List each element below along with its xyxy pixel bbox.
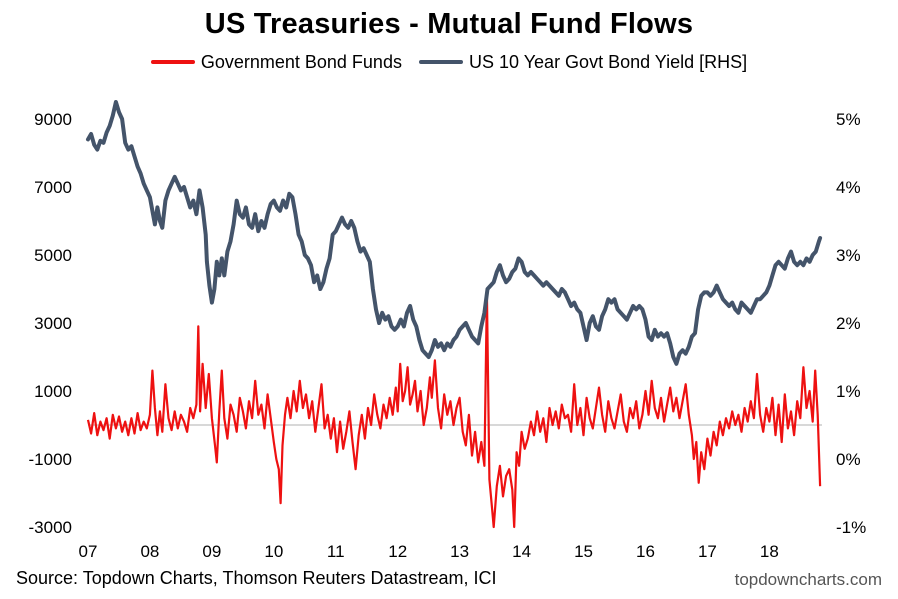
x-tick-label: 15 <box>574 542 593 561</box>
legend-item-government-bond-funds: Government Bond Funds <box>150 51 402 73</box>
x-tick-label: 14 <box>512 542 531 561</box>
x-tick-label: 18 <box>760 542 779 561</box>
right-tick-label: 2% <box>836 314 861 333</box>
legend-item-us-10-year-yield: US 10 Year Govt Bond Yield [RHS] <box>418 51 748 73</box>
legend-swatch-government-bond-funds <box>150 60 195 64</box>
x-axis-ticks: 07 08 09 10 11 12 13 14 15 16 17 18 <box>79 542 779 561</box>
legend-label-government-bond-funds: Government Bond Funds <box>200 51 402 72</box>
left-tick-label: 5000 <box>34 246 72 265</box>
right-axis-ticks: 5% 4% 3% 2% 1% 0% -1% <box>836 110 866 537</box>
legend-swatch-us-10-year-yield <box>418 60 463 64</box>
legend: Government Bond Funds US 10 Year Govt Bo… <box>0 48 898 73</box>
series-line-us-10-year-yield <box>86 100 823 366</box>
series-line-government-bond-funds <box>86 291 822 529</box>
left-tick-label: 1000 <box>34 382 72 401</box>
legend-label-us-10-year-yield: US 10 Year Govt Bond Yield [RHS] <box>468 51 748 72</box>
right-tick-label: 4% <box>836 178 861 197</box>
watermark: topdowncharts.com <box>734 570 882 589</box>
x-tick-label: 09 <box>202 542 221 561</box>
right-tick-label: 0% <box>836 450 861 469</box>
x-tick-label: 07 <box>79 542 98 561</box>
right-tick-label: 1% <box>836 382 861 401</box>
left-tick-label: -1000 <box>29 450 72 469</box>
x-tick-label: 10 <box>264 542 283 561</box>
x-tick-label: 13 <box>450 542 469 561</box>
left-tick-label: 3000 <box>34 314 72 333</box>
left-axis-ticks: 9000 7000 5000 3000 1000 -1000 -3000 <box>29 110 72 537</box>
right-tick-label: 5% <box>836 110 861 129</box>
right-tick-label: -1% <box>836 518 866 537</box>
x-tick-label: 11 <box>327 542 345 561</box>
right-tick-label: 3% <box>836 246 861 265</box>
x-tick-label: 16 <box>636 542 655 561</box>
chart-title: US Treasuries - Mutual Fund Flows <box>204 8 694 40</box>
left-tick-label: -3000 <box>29 518 72 537</box>
x-tick-label: 17 <box>698 542 717 561</box>
left-tick-label: 9000 <box>34 110 72 129</box>
x-tick-label: 12 <box>388 542 407 561</box>
left-tick-label: 7000 <box>34 178 72 197</box>
source-note: Source: Topdown Charts, Thomson Reuters … <box>16 568 497 588</box>
x-tick-label: 08 <box>140 542 159 561</box>
